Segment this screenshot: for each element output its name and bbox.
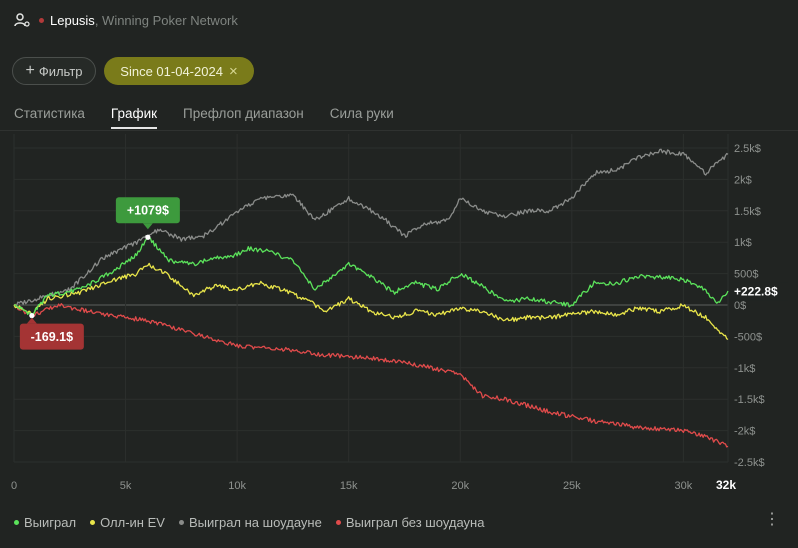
x-tick-label: 0 bbox=[11, 480, 17, 492]
add-filter-button[interactable]: + Фильтр bbox=[12, 57, 96, 85]
annotation-pointer bbox=[26, 317, 37, 324]
annotation-point bbox=[145, 234, 151, 240]
network-name: , Winning Poker Network bbox=[94, 12, 238, 28]
legend-dot bbox=[14, 520, 19, 525]
y-tick-label: -1k$ bbox=[734, 363, 755, 375]
network-label: Winning Poker Network bbox=[102, 12, 238, 28]
y-tick-label: 2k$ bbox=[734, 174, 752, 186]
y-tick-label: 0$ bbox=[734, 300, 746, 312]
series-line[interactable] bbox=[14, 148, 729, 306]
annotation-pointer bbox=[142, 223, 153, 230]
y-tick-label: -2.5k$ bbox=[734, 457, 765, 469]
x-tick-label: 5k bbox=[120, 480, 132, 492]
series-line[interactable] bbox=[13, 262, 729, 341]
x-tick-label: 15k bbox=[340, 480, 358, 492]
more-options-icon[interactable]: ⋮ bbox=[764, 511, 780, 528]
y-tick-label: 2.5k$ bbox=[734, 143, 761, 155]
legend-dot bbox=[90, 520, 96, 525]
annotation-box bbox=[19, 323, 84, 350]
tab-preflop-range[interactable]: Префлоп диапазон bbox=[183, 106, 304, 121]
chart-legend: Выиграл Олл-ин EV Выиграл на шоудауне Вы… bbox=[14, 515, 484, 530]
x-tick-label: 30k bbox=[675, 480, 693, 492]
y-tick-label: -2k$ bbox=[734, 426, 755, 438]
status-dot bbox=[39, 17, 44, 23]
filter-bar: + Фильтр Since 01-04-2024 × bbox=[12, 57, 254, 85]
annotation-label: +1079$ bbox=[127, 204, 169, 218]
x-tick-label: 25k bbox=[563, 480, 581, 492]
annotation-label: -169.1$ bbox=[31, 330, 73, 344]
legend-label: Выиграл bbox=[24, 515, 77, 530]
end-label-bg bbox=[730, 282, 788, 301]
y-tick-label: -500$ bbox=[734, 331, 762, 343]
y-tick-label: 500$ bbox=[734, 269, 758, 281]
legend-item-allin-ev[interactable]: Олл-ин EV bbox=[90, 515, 165, 530]
series-line[interactable] bbox=[13, 303, 729, 448]
add-filter-label: Фильтр bbox=[38, 63, 83, 79]
legend-item-showdown[interactable]: Выиграл на шоудауне bbox=[178, 515, 322, 530]
tab-divider bbox=[0, 130, 798, 131]
date-filter-label: Since 01-04-2024 bbox=[120, 63, 223, 79]
y-tick-label: 1.5k$ bbox=[734, 206, 761, 218]
x-tick-label: 10k bbox=[228, 480, 246, 492]
date-filter-chip[interactable]: Since 01-04-2024 × bbox=[104, 57, 254, 85]
y-tick-label: -1.5k$ bbox=[734, 394, 765, 406]
x-end-label: 32k bbox=[716, 478, 736, 492]
annotation-box bbox=[115, 197, 180, 224]
tab-statistics[interactable]: Статистика bbox=[14, 106, 85, 121]
legend-dot bbox=[178, 520, 184, 525]
legend-label: Олл-ин EV bbox=[100, 515, 165, 530]
series-line[interactable] bbox=[13, 234, 729, 316]
legend-label: Выиграл на шоудауне bbox=[188, 515, 322, 530]
tab-bar: Статистика График Префлоп диапазон Сила … bbox=[14, 106, 394, 129]
annotation-point bbox=[29, 313, 35, 319]
user-settings-icon[interactable] bbox=[14, 12, 30, 28]
player-name[interactable]: Lepusis bbox=[50, 12, 95, 28]
legend-dot bbox=[335, 520, 341, 525]
legend-label: Выиграл без шоудауна bbox=[345, 515, 485, 530]
plus-icon: + bbox=[25, 62, 35, 79]
x-tick-label: 20k bbox=[451, 480, 469, 492]
close-icon[interactable]: × bbox=[228, 62, 238, 80]
header: Lepusis , Winning Poker Network bbox=[14, 10, 238, 30]
winnings-chart[interactable]: 2.5k$ 2k$ 1.5k$ 1k$ 500$ 0$ -500$ -1k$ -1.5k$ -2k… bbox=[0, 132, 798, 504]
tab-graph[interactable]: График bbox=[110, 106, 158, 129]
legend-item-won[interactable]: Выиграл bbox=[14, 515, 76, 530]
tab-hand-strength[interactable]: Сила руки bbox=[329, 106, 394, 121]
end-value-label: +222.8$ bbox=[734, 285, 778, 299]
legend-item-non-showdown[interactable]: Выиграл без шоудауна bbox=[335, 515, 485, 530]
y-tick-label: 1k$ bbox=[734, 237, 752, 249]
